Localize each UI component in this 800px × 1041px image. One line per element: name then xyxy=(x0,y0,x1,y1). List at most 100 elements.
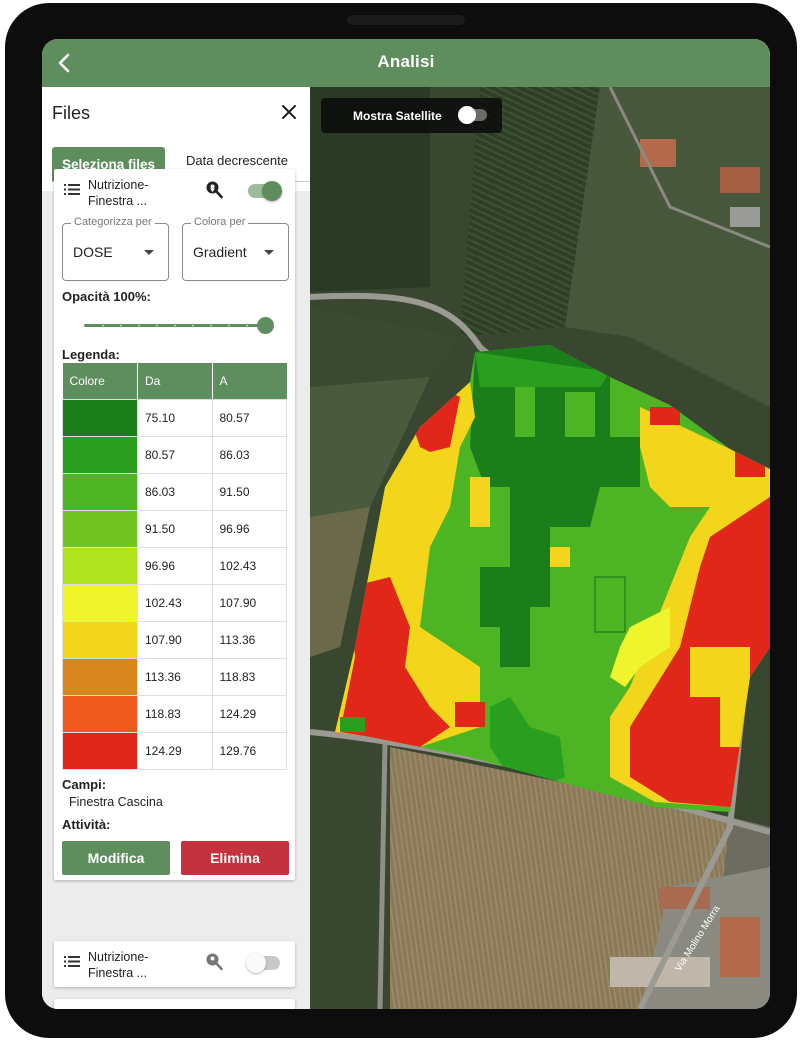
search-location-icon xyxy=(206,181,223,199)
legend-to-value: 80.57 xyxy=(211,398,287,437)
legend-color-swatch xyxy=(62,546,138,585)
legend-color-swatch xyxy=(62,472,138,511)
toggle-knob xyxy=(246,953,266,973)
list-icon[interactable] xyxy=(64,955,80,968)
legend-from-value: 75.10 xyxy=(137,398,213,437)
legend-header-from: Da xyxy=(137,363,213,399)
slider-tick xyxy=(102,325,104,326)
slider-tick xyxy=(156,325,158,326)
layer-card xyxy=(54,999,295,1009)
color-by-label: Colora per xyxy=(191,216,249,228)
legend-to-value: 102.43 xyxy=(211,546,287,585)
layer-visibility-toggle[interactable] xyxy=(248,181,282,201)
panel-title: Files xyxy=(52,103,91,123)
layer-header: Nutrizione-Finestra ... xyxy=(54,941,295,985)
menu-list-icon xyxy=(64,956,80,967)
legend-row: 75.10 80.57 xyxy=(62,398,287,437)
chevron-down-icon xyxy=(264,250,274,255)
legend-row: 91.50 96.96 xyxy=(62,509,287,548)
legend-from-value: 113.36 xyxy=(137,657,213,696)
legend-row: 102.43 107.90 xyxy=(62,583,287,622)
legend-row: 86.03 91.50 xyxy=(62,472,287,511)
color-by-value: Gradient xyxy=(193,244,247,260)
opacity-slider[interactable] xyxy=(84,314,274,338)
close-icon xyxy=(282,105,296,119)
layer-card: Nutrizione-Finestra ... xyxy=(54,941,295,987)
zoom-to-layer-button[interactable] xyxy=(205,180,223,200)
legend-table: Colore Da A 75.10 80.57 80.57 86.03 86.03 91.… xyxy=(62,363,287,770)
legend-to-value: 86.03 xyxy=(211,435,287,474)
slider-tick xyxy=(246,325,248,326)
legend-row: 80.57 86.03 xyxy=(62,435,287,474)
color-swatch xyxy=(63,732,137,769)
satellite-switch[interactable] xyxy=(458,106,487,124)
slider-tick xyxy=(228,325,230,326)
chevron-left-icon xyxy=(58,53,70,73)
search-location-icon xyxy=(206,953,223,971)
legend-to-value: 113.36 xyxy=(211,620,287,659)
zoom-to-layer-button[interactable] xyxy=(205,952,223,972)
legend-row: 96.96 102.43 xyxy=(62,546,287,585)
legend-color-swatch xyxy=(62,620,138,659)
page-title: Analisi xyxy=(377,52,435,71)
satellite-toggle-label: Mostra Satellite xyxy=(353,109,442,123)
legend-color-swatch xyxy=(62,731,138,770)
layer-name: Nutrizione-Finestra ... xyxy=(88,178,149,208)
color-swatch xyxy=(63,547,137,584)
opacity-label: Opacità 100%: xyxy=(62,289,151,304)
slider-tick xyxy=(210,325,212,326)
legend-from-value: 91.50 xyxy=(137,509,213,548)
legend-title: Legenda: xyxy=(62,347,120,362)
layer-name: Nutrizione-Finestra ... xyxy=(88,950,149,980)
color-by-select[interactable]: Colora per Gradient xyxy=(182,216,289,281)
list-icon[interactable] xyxy=(64,183,80,196)
satellite-toggle[interactable]: Mostra Satellite xyxy=(321,98,502,133)
activity-label: Attività: xyxy=(62,817,111,832)
layer-header: Nutrizione-Finestra ... xyxy=(54,169,295,213)
legend-color-swatch xyxy=(62,694,138,733)
slider-thumb[interactable] xyxy=(257,317,274,334)
tab-date-descending[interactable]: Data decrescente xyxy=(186,153,288,168)
map-view[interactable]: Via Molino Morra Mostra Satellite xyxy=(310,87,770,1009)
layer-visibility-toggle[interactable] xyxy=(246,953,280,973)
slider-tick xyxy=(138,325,140,326)
files-panel: Files Seleziona files Data decrescente xyxy=(42,87,310,1009)
legend-from-value: 80.57 xyxy=(137,435,213,474)
app-screen: Analisi Files Seleziona files Data decre… xyxy=(42,39,770,1009)
legend-to-value: 124.29 xyxy=(211,694,287,733)
slider-tick xyxy=(192,325,194,326)
menu-list-icon xyxy=(64,184,80,195)
fields-value: Finestra Cascina xyxy=(69,795,163,809)
legend-row: 124.29 129.76 xyxy=(62,731,287,770)
close-button[interactable] xyxy=(278,101,300,123)
legend-from-value: 107.90 xyxy=(137,620,213,659)
color-swatch xyxy=(63,658,137,695)
legend-color-swatch xyxy=(62,583,138,622)
tablet-frame: Analisi Files Seleziona files Data decre… xyxy=(5,3,797,1038)
color-swatch xyxy=(63,473,137,510)
color-swatch xyxy=(63,695,137,732)
slider-tick xyxy=(174,325,176,326)
switch-knob xyxy=(458,106,476,124)
color-swatch xyxy=(63,399,137,436)
back-button[interactable] xyxy=(50,49,78,77)
slider-tick xyxy=(120,325,122,326)
app-header: Analisi xyxy=(42,39,770,87)
legend-to-value: 91.50 xyxy=(211,472,287,511)
categorize-value: DOSE xyxy=(73,244,113,260)
color-swatch xyxy=(63,436,137,473)
delete-button[interactable]: Elimina xyxy=(181,841,289,875)
legend-to-value: 96.96 xyxy=(211,509,287,548)
color-swatch xyxy=(63,510,137,547)
legend-color-swatch xyxy=(62,657,138,696)
legend-color-swatch xyxy=(62,509,138,548)
legend-from-value: 124.29 xyxy=(137,731,213,770)
categorize-label: Categorizza per xyxy=(71,216,155,228)
edit-button[interactable]: Modifica xyxy=(62,841,170,875)
toggle-knob xyxy=(262,181,282,201)
legend-header-to: A xyxy=(212,363,287,399)
road-label: Via Molino Morra xyxy=(673,903,723,973)
legend-color-swatch xyxy=(62,435,138,474)
legend-to-value: 129.76 xyxy=(211,731,287,770)
categorize-select[interactable]: Categorizza per DOSE xyxy=(62,216,169,281)
